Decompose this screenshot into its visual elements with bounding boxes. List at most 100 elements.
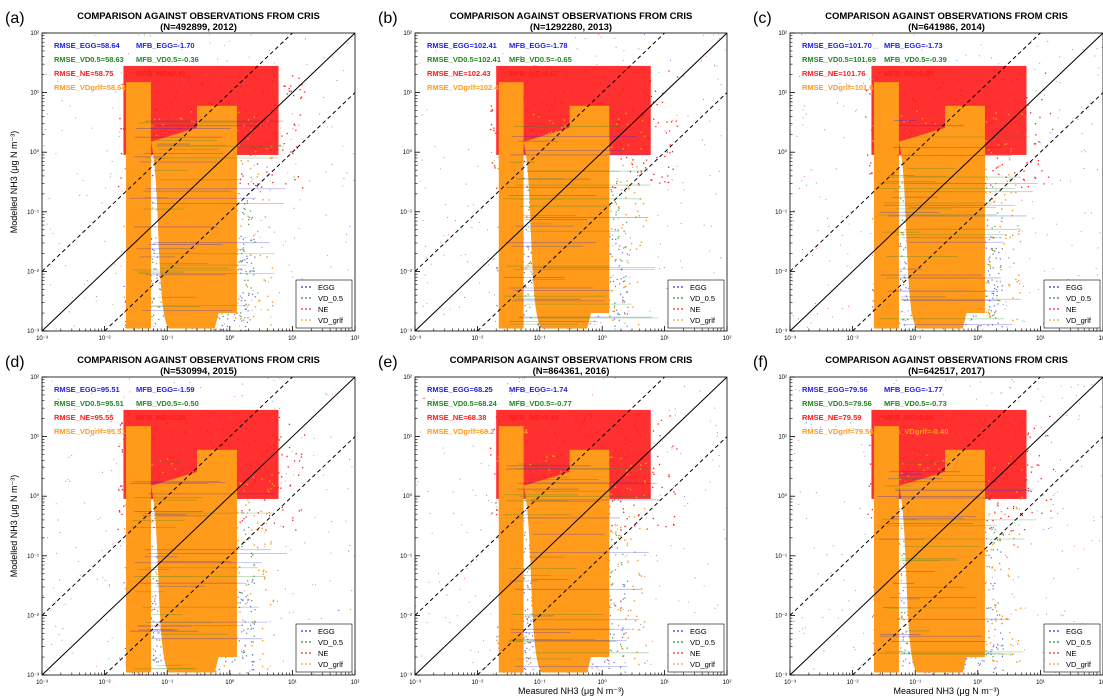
mfb-annotation: MFB_NE=0.41 [136,69,186,78]
scatter-series-VD_grlf [871,82,1023,329]
x-tick-label: 10⁻¹ [161,336,173,342]
mfb-annotation: MFB_NE=0.44 [509,413,560,422]
legend-marker [309,308,311,310]
y-tick-label: 10² [30,31,39,37]
mfb-annotation: MFB_VD0.5=-0.36 [136,55,199,64]
x-tick-label: 10⁻³ [36,336,48,342]
y-tick-label: 10⁻³ [400,329,412,335]
legend-marker [1049,630,1051,632]
x-tick-label: 10⁻¹ [909,336,921,342]
y-tick-label: 10⁻¹ [400,210,412,216]
legend-marker [309,319,311,321]
legend: EGG VD_0.5 NE VD_grlf [667,623,725,673]
x-tick-label: 10¹ [660,680,669,686]
y-tick-label: 10¹ [403,91,412,97]
legend-marker [1049,663,1051,665]
legend-marker [677,641,679,643]
legend-entry: EGG [1066,283,1083,292]
mfb-annotation: MFB_VD0.5=-0.73 [884,399,947,408]
y-tick-label: 10² [778,31,787,37]
x-tick-label: 10⁻³ [36,680,48,686]
legend-marker [1053,652,1055,654]
one-to-one-line [415,377,727,675]
legend-marker [673,286,675,288]
legend-marker [1053,641,1055,643]
legend-entry: NE [690,649,700,658]
legend-marker [673,663,675,665]
panel-title: COMPARISON AGAINST OBSERVATIONS FROM CRI… [825,355,1068,366]
x-tick-label: 10⁻³ [784,680,796,686]
rmse-annotation: RMSE_VDgrlf=102.4 [427,83,499,92]
legend-marker [309,630,311,632]
y-tick-label: 10⁰ [30,149,40,156]
plot-frame [41,376,356,676]
panel-label: (e) [378,354,398,371]
legend-marker [673,297,675,299]
mfb-annotation: MFB_NE=0.90 [884,69,934,78]
x-tick-label: 10⁻³ [409,336,421,342]
rmse-annotation: RMSE_NE=68.38 [427,413,486,422]
legend-marker [1049,641,1051,643]
x-tick-label: 10⁻¹ [161,680,173,686]
mfb-annotation: MFB_EGG=-1.78 [509,41,568,50]
panel-title: COMPARISON AGAINST OBSERVATIONS FROM CRI… [77,11,320,22]
orange-column-left [126,426,151,673]
legend-marker [677,663,679,665]
y-tick-label: 10⁻¹ [775,554,787,560]
y-tick-label: 10⁰ [778,493,788,500]
rmse-annotation: RMSE_VDgrlf=68.2 [427,427,494,436]
x-tick-label: 10⁻² [471,336,483,342]
x-tick-label: 10⁰ [598,335,608,342]
rmse-annotation: RMSE_NE=95.55 [54,413,113,422]
legend-marker [309,286,311,288]
scatter-streaks [129,120,286,311]
legend-entry: VD_grlf [1066,316,1092,325]
rmse-annotation: RMSE_VDgrlf=79.56 [802,427,874,436]
legend-marker [305,308,307,310]
legend-marker [301,286,303,288]
x-tick-label: 10⁻³ [784,336,796,342]
rmse-annotation: RMSE_EGG=102.41 [427,41,497,50]
y-tick-label: 10⁻¹ [775,210,787,216]
one-to-one-line [42,33,355,331]
legend-marker [1057,286,1059,288]
panel-label: (c) [753,10,772,27]
legend-marker [673,652,675,654]
orange-column-left [498,82,524,329]
legend-entry: VD_0.5 [1066,294,1091,303]
panel-subtitle: (N=1292280, 2013) [530,22,612,33]
legend: EGG VD_0.5 NE VD_grlf [667,279,725,329]
mfb-annotation: MFB_EGG=-1.70 [136,41,195,50]
legend-marker [1049,652,1051,654]
rmse-annotation: RMSE_EGG=58.64 [54,41,120,50]
legend-marker [1057,652,1059,654]
x-tick-label: 10² [723,336,732,342]
legend: EGG VD_0.5 NE VD_grlf [295,279,353,329]
rmse-annotation: RMSE_VDgrlf=101.6 [802,83,874,92]
rmse-annotation: RMSE_EGG=79.56 [802,385,868,394]
legend-marker [681,663,683,665]
legend-marker [1057,297,1059,299]
panel-a: 10⁻³10⁻³ 10⁻² 10⁻² 10⁻¹ 10⁻¹ 10⁰ 10⁰ 10¹ 10¹ 10² 1… [5,10,359,342]
panel-subtitle: (N=530994, 2015) [160,366,237,377]
legend-marker [301,319,303,321]
one-to-one-line [790,33,1103,331]
plot-frame [789,32,1103,332]
y-tick-label: 10¹ [30,91,39,97]
scatter-streaks [877,462,1037,655]
y-tick-label: 10² [403,375,412,381]
legend-entry: NE [1066,305,1076,314]
mfb-annotation: MFB_NE=0.28 [136,413,186,422]
y-tick-label: 10¹ [403,435,412,441]
legend-marker [309,663,311,665]
mfb-annotation: MFB_NE=0.08 [884,413,934,422]
legend-marker [673,630,675,632]
x-tick-label: 10⁻² [847,336,859,342]
legend-marker [673,319,675,321]
orange-column-right [569,449,610,658]
factor10-upper-line [42,377,293,616]
x-tick-label: 10⁻² [99,336,111,342]
scatter-streaks [503,126,659,325]
panel-label: (b) [378,10,398,27]
legend-marker [305,297,307,299]
